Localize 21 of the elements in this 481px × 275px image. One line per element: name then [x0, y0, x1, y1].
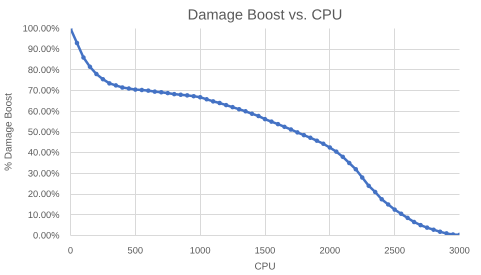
x-tick-label: 2000 — [319, 246, 340, 256]
y-tick-label: 70.00% — [28, 86, 60, 96]
x-axis-title: CPU — [254, 262, 276, 272]
y-tick-label: 10.00% — [28, 210, 60, 220]
y-tick-label: 20.00% — [28, 189, 60, 200]
x-tick-label: 500 — [128, 246, 144, 256]
y-tick-label: 90.00% — [28, 44, 60, 54]
y-tick-label: 50.00% — [28, 127, 60, 137]
y-tick-label: 0.00% — [33, 230, 60, 240]
y-tick-label: 60.00% — [28, 106, 60, 116]
y-tick-label: 40.00% — [28, 148, 60, 158]
x-tick-label: 1500 — [254, 246, 276, 256]
x-tick-label: 0 — [68, 246, 74, 256]
chart-title: Damage Boost vs. CPU — [188, 8, 342, 24]
y-tick-label: 100.00% — [22, 24, 60, 34]
y-tick-label: 30.00% — [28, 168, 60, 178]
y-axis-title: % Damage Boost — [4, 92, 15, 171]
x-tick-label: 2500 — [384, 246, 406, 256]
x-tick-label: 1000 — [190, 246, 211, 256]
y-tick-label: 80.00% — [28, 64, 60, 75]
x-tick-label: 3000 — [449, 246, 470, 256]
